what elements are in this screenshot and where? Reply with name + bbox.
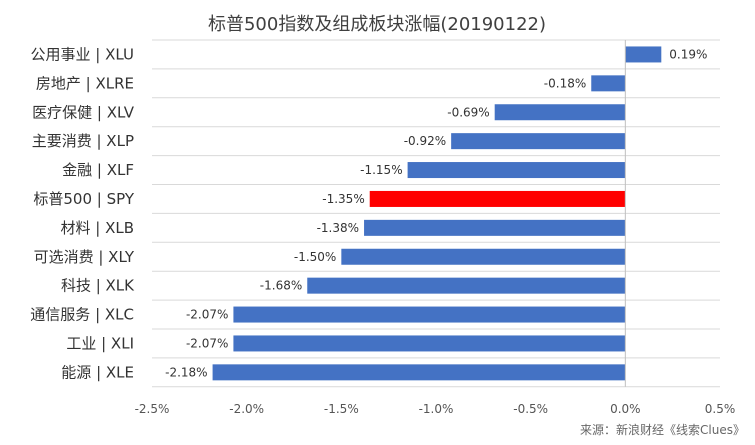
value-label: -1.50% <box>294 250 336 264</box>
value-label: -1.35% <box>322 192 364 206</box>
bar <box>591 75 626 92</box>
category-label: 工业 | XLI <box>66 334 134 352</box>
grid-layer <box>152 39 720 388</box>
label-layer: 公用事业 | XLU 0.19% 房地产 | XLRE -0.18% 医疗保健 | XL… <box>30 45 707 381</box>
axis-layer: -2.5% -2.0% -1.5% -1.0% -0.5% 0.0% 0.5% <box>135 40 736 416</box>
value-label: -1.38% <box>317 221 359 235</box>
category-label: 能源 | XLE <box>61 363 134 381</box>
value-label: -1.68% <box>260 279 302 293</box>
source-label: 来源：新浪财经《线索Clues》 <box>580 422 745 437</box>
x-tick-label: -2.0% <box>229 402 264 416</box>
bar-layer <box>212 46 662 381</box>
category-label: 标普500 | SPY <box>33 190 134 208</box>
category-label: 主要消费 | XLP <box>32 132 134 150</box>
category-label: 医疗保健 | XLV <box>32 103 135 121</box>
bar <box>212 364 626 381</box>
category-label: 公用事业 | XLU <box>31 45 134 63</box>
value-label: -2.07% <box>186 308 228 322</box>
category-label: 材料 | XLB <box>60 219 134 237</box>
value-label: -0.69% <box>447 105 489 119</box>
value-label: -0.18% <box>544 76 586 90</box>
category-label: 通信服务 | XLC <box>30 306 134 324</box>
value-label: -2.07% <box>186 336 228 350</box>
category-label: 房地产 | XLRE <box>36 74 134 92</box>
x-tick-label: -1.0% <box>419 402 454 416</box>
bar <box>407 162 626 179</box>
bar <box>364 219 626 236</box>
value-label: -1.15% <box>360 163 402 177</box>
bar <box>233 306 626 323</box>
x-tick-label: 0.5% <box>705 402 736 416</box>
bar <box>494 104 626 121</box>
chart-title: 标普500指数及组成板块涨幅(20190122) <box>208 14 546 35</box>
bar <box>451 133 626 150</box>
bar <box>307 277 626 294</box>
value-label: 0.19% <box>669 47 707 61</box>
bar <box>369 190 626 207</box>
x-tick-label: -2.5% <box>135 402 170 416</box>
x-tick-label: 0.0% <box>610 402 641 416</box>
bar <box>625 46 662 63</box>
x-tick-label: -0.5% <box>513 402 548 416</box>
category-label: 金融 | XLF <box>62 161 134 179</box>
category-label: 科技 | XLK <box>61 277 135 295</box>
value-label: -0.92% <box>404 134 446 148</box>
bar <box>233 335 626 352</box>
x-tick-label: -1.5% <box>324 402 359 416</box>
bar <box>341 248 626 265</box>
category-label: 可选消费 | XLY <box>34 248 135 266</box>
value-label: -2.18% <box>165 365 207 379</box>
